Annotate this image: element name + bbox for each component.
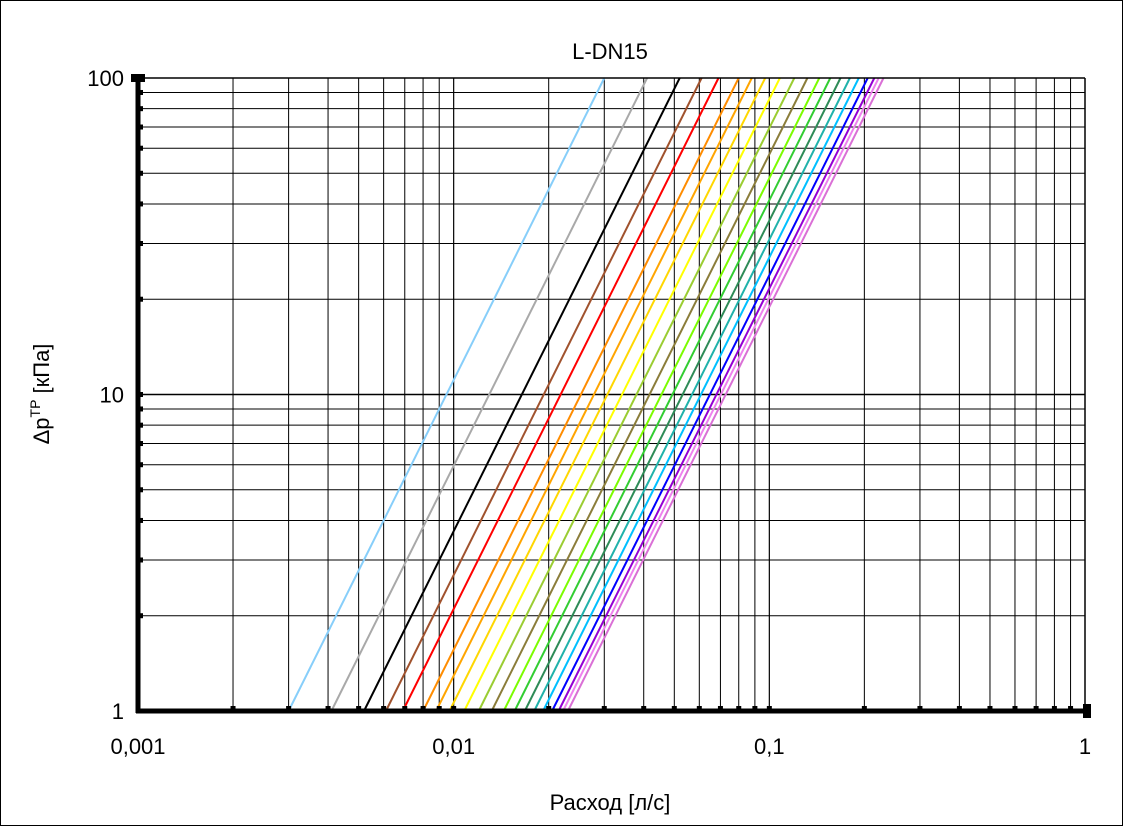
series-line-9 [463,77,781,712]
x-tick-label: 0,01 [432,734,475,759]
y-tick-label: 100 [87,66,124,91]
series-line-2 [330,77,648,712]
series-line-16 [542,77,860,712]
series-line-1 [287,77,606,712]
series-line-20 [567,77,885,712]
series-line-10 [477,77,796,712]
x-tick-label: 0,001 [110,734,165,759]
y-tick-label: 1 [112,699,124,724]
series-line-13 [513,77,832,712]
series-line-8 [448,77,767,712]
grid-layer [138,78,1085,712]
y-axis-label-unit: [кПа] [29,344,54,400]
series-line-3 [363,77,681,712]
series-line-11 [490,77,809,712]
x-tick-label: 0,1 [754,734,785,759]
tick-label-layer: 0,001 0,01 0,1 1 1 10 100 [87,66,1091,759]
series-line-15 [533,77,851,712]
axis-layer [131,74,1091,718]
y-axis-label-superscript: TP [27,400,43,418]
chart-title: L-DN15 [572,39,648,64]
y-axis-label: ΔpTP [кПа] [27,344,54,445]
series-line-7 [435,77,753,712]
series-line-5 [401,77,720,712]
series-line-12 [502,77,821,712]
series-line-18 [557,77,876,712]
series-line-4 [385,77,703,712]
x-axis-end-cap [1083,704,1091,718]
series-line-19 [562,77,880,712]
y-axis-label-main: Δp [29,417,54,444]
series-line-6 [422,77,740,712]
y-axis-end-cap [131,74,145,82]
series-layer [287,77,885,712]
x-axis-label: Расход [л/с] [550,790,671,815]
series-line-17 [551,77,869,712]
x-tick-label: 1 [1079,734,1091,759]
series-line-14 [523,77,842,712]
y-tick-label: 10 [100,383,124,408]
